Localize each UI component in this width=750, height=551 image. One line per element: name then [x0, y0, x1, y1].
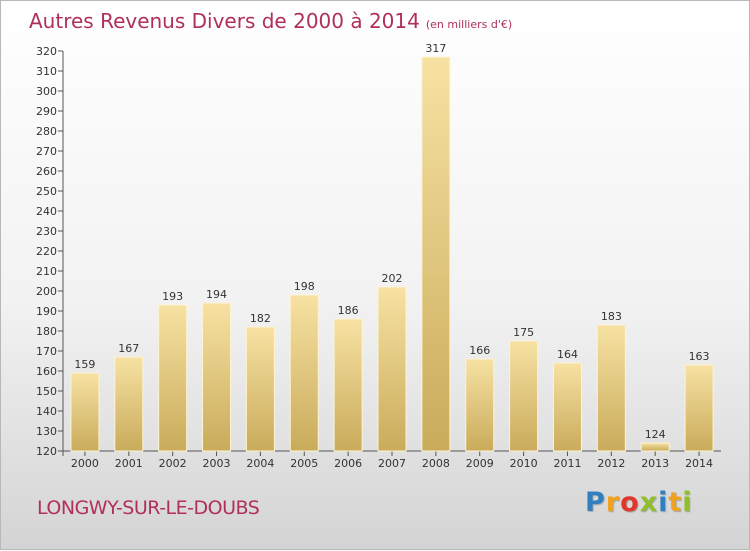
y-tick-label: 200	[36, 285, 57, 298]
x-tick-label: 2003	[203, 457, 231, 470]
logo-letter: i	[682, 487, 693, 518]
bar-2008	[421, 56, 451, 452]
y-tick-label: 160	[36, 365, 57, 378]
y-tick-label: 220	[36, 245, 57, 258]
x-tick-label: 2000	[71, 457, 99, 470]
bar-2001	[114, 356, 144, 452]
data-label: 182	[250, 312, 271, 325]
data-label: 202	[382, 272, 403, 285]
data-label: 159	[74, 358, 95, 371]
axes: 120 130 140 150 160 170 180 190 200 210 220 230 240 2…	[36, 45, 721, 470]
bar-2011	[552, 362, 582, 452]
data-labels: 159 167 193 194 182 198 186 202 317 166 175 164 183 1…	[74, 42, 709, 441]
bar-2012	[596, 324, 626, 452]
place-name: LONGWY-SUR-LE-DOUBS	[37, 497, 260, 519]
bar-2007	[377, 286, 407, 452]
x-tick-label: 2013	[641, 457, 669, 470]
chart-title: Autres Revenus Divers de 2000 à 2014 (en …	[29, 9, 512, 33]
y-tick-label: 170	[36, 345, 57, 358]
x-tick-label: 2012	[597, 457, 625, 470]
x-tick-label: 2008	[422, 457, 450, 470]
y-tick-label: 260	[36, 165, 57, 178]
x-tick-label: 2002	[159, 457, 187, 470]
data-label: 198	[294, 280, 315, 293]
data-label: 183	[601, 310, 622, 323]
x-tick-label: 2001	[115, 457, 143, 470]
logo-letter: i	[658, 487, 669, 518]
logo-letter: P	[585, 487, 606, 518]
data-label: 317	[425, 42, 446, 55]
bar-2009	[465, 358, 495, 452]
data-label: 167	[118, 342, 139, 355]
y-tick-label: 130	[36, 425, 57, 438]
y-tick-label: 180	[36, 325, 57, 338]
bar-2010	[509, 340, 539, 452]
x-tick-label: 2005	[290, 457, 318, 470]
y-tick-label: 290	[36, 105, 57, 118]
logo-letter: t	[668, 487, 683, 518]
y-tick-label: 230	[36, 225, 57, 238]
bars	[70, 56, 714, 452]
x-tick-label: 2011	[553, 457, 581, 470]
y-tick-label: 320	[36, 45, 57, 58]
bar-2014	[684, 364, 714, 452]
x-tick-label: 2014	[685, 457, 713, 470]
y-tick-label: 140	[36, 405, 57, 418]
bar-2003	[202, 302, 232, 452]
unit-note: (en milliers d'€)	[425, 18, 513, 31]
data-label: 166	[469, 344, 490, 357]
y-tick-label: 190	[36, 305, 57, 318]
data-label: 186	[338, 304, 359, 317]
bar-2006	[333, 318, 363, 452]
data-label: 193	[162, 290, 183, 303]
bar-2013	[640, 442, 670, 452]
logo-letter: r	[605, 487, 621, 518]
proxiti-logo: Proxiti	[585, 487, 693, 518]
y-tick-label: 300	[36, 85, 57, 98]
data-label: 194	[206, 288, 227, 301]
data-label: 164	[557, 348, 578, 361]
data-label: 175	[513, 326, 534, 339]
y-tick-label: 310	[36, 65, 57, 78]
bar-2005	[289, 294, 319, 452]
x-tick-label: 2006	[334, 457, 362, 470]
y-tick-label: 120	[36, 445, 57, 458]
logo-letter: o	[620, 487, 640, 518]
y-tick-label: 270	[36, 145, 57, 158]
y-tick-label: 150	[36, 385, 57, 398]
x-tick-label: 2010	[510, 457, 538, 470]
y-tick-label: 280	[36, 125, 57, 138]
y-tick-label: 250	[36, 185, 57, 198]
bar-2004	[245, 326, 275, 452]
y-tick-label: 210	[36, 265, 57, 278]
chart-title-text: Autres Revenus Divers de 2000 à 2014	[29, 9, 420, 33]
x-tick-label: 2007	[378, 457, 406, 470]
logo-letter: x	[639, 487, 659, 518]
x-tick-label: 2004	[246, 457, 274, 470]
x-tick-label: 2009	[466, 457, 494, 470]
data-label: 124	[645, 428, 666, 441]
y-tick-label: 240	[36, 205, 57, 218]
data-label: 163	[689, 350, 710, 363]
bar-2000	[70, 372, 100, 452]
bar-2002	[158, 304, 188, 452]
